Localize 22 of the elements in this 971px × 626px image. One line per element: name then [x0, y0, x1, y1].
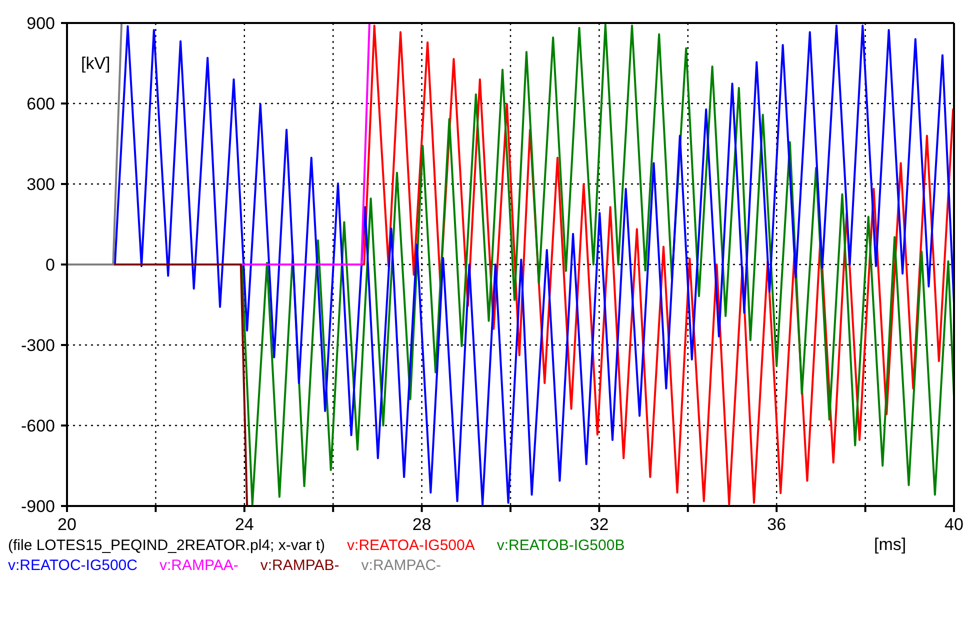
y-tick-label: 900 [26, 14, 55, 33]
text: v:REATOA-IG500A [347, 536, 475, 556]
text: (file LOTES15_PEQIND_2REATOR.pl4; x-var t) [8, 536, 326, 556]
y-tick-label: -300 [20, 336, 55, 355]
x-tick-label: 20 [58, 515, 76, 534]
text: v:RAMPAC- [361, 556, 442, 576]
text: v:REATOB-IG500B [496, 536, 625, 556]
text: v:REATOC-IG500C [8, 556, 138, 576]
text: v:RAMPAB- [260, 556, 340, 576]
x-tick-label: 28 [412, 515, 432, 534]
y-tick-label: 600 [26, 94, 55, 114]
x-axis-title: [ms] [874, 535, 906, 555]
text: v:RAMPAA- [159, 556, 238, 576]
x-tick-label: 24 [234, 515, 254, 534]
y-axis-title: [kV] [81, 54, 110, 74]
x-tick-label: 36 [767, 515, 786, 534]
y-tick-label: -600 [20, 416, 55, 436]
x-tick-label: 40 [944, 515, 964, 534]
x-tick-label: 32 [590, 515, 609, 534]
y-tick-label: 300 [26, 175, 55, 194]
y-tick-label: -900 [20, 497, 55, 516]
y-tick-label: 0 [46, 256, 55, 274]
